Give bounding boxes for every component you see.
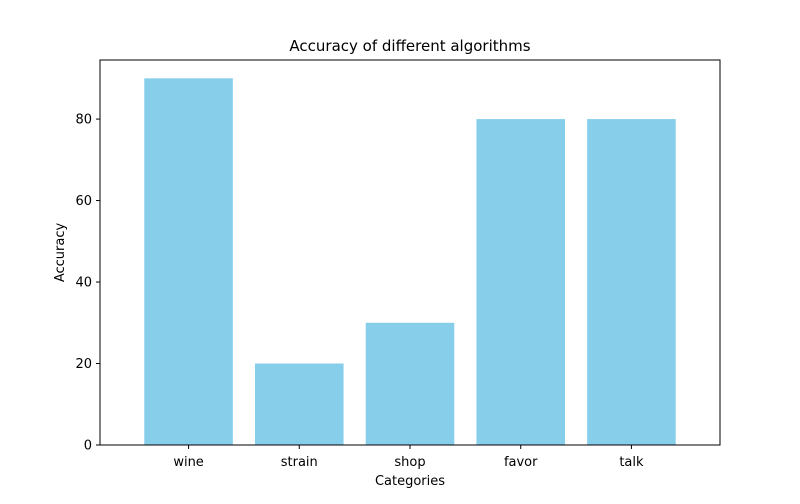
x-axis: wine strain shop favor talk xyxy=(173,445,644,470)
x-axis-label: Categories xyxy=(375,474,445,489)
bar-wine xyxy=(144,78,233,445)
x-tick-label-shop: shop xyxy=(394,455,425,470)
plot-frame xyxy=(99,59,721,446)
y-tick-label-80: 80 xyxy=(75,113,92,128)
x-tick-label-favor: favor xyxy=(504,455,538,470)
y-tick-label-60: 60 xyxy=(75,194,92,209)
y-tick-label-40: 40 xyxy=(75,276,92,291)
x-tick-label-wine: wine xyxy=(173,455,203,470)
y-tick-label-0: 0 xyxy=(84,439,92,454)
x-tick-label-strain: strain xyxy=(281,455,318,470)
x-tick-label-talk: talk xyxy=(619,455,644,470)
bar-favor xyxy=(476,119,565,446)
y-tick-label-20: 20 xyxy=(75,357,92,372)
bar-talk xyxy=(587,119,676,446)
chart-title: Accuracy of different algorithms xyxy=(289,37,530,55)
y-axis-label: Accuracy xyxy=(53,223,68,283)
bar-shop xyxy=(365,322,455,445)
bar-strain xyxy=(255,363,344,445)
y-axis: 0 20 40 60 80 xyxy=(75,113,100,454)
bars-group xyxy=(144,78,676,446)
